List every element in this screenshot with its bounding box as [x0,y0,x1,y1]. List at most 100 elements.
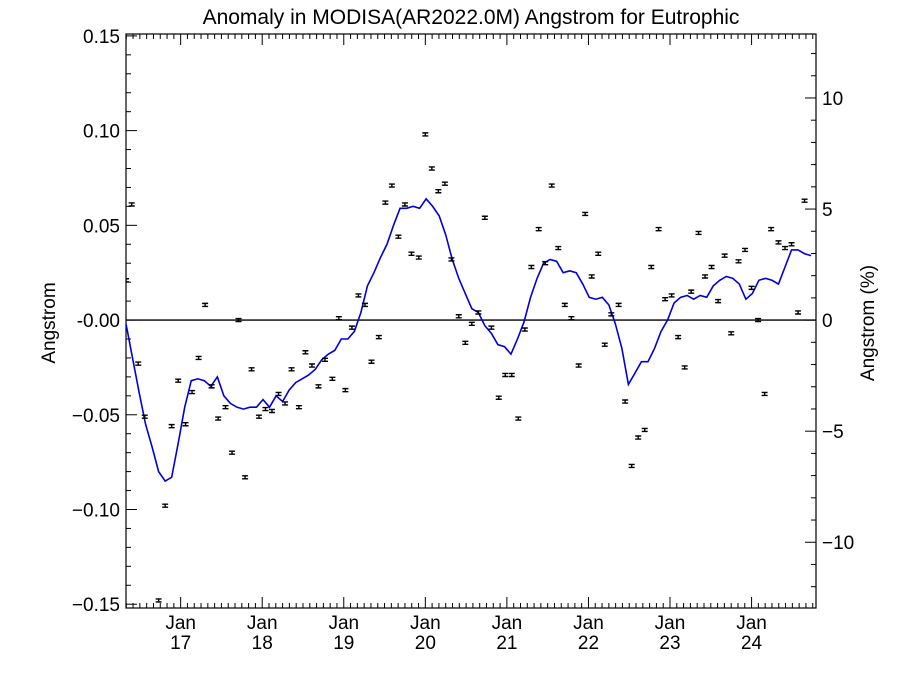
data-point [355,293,362,298]
x-tick-label-month: Jan [655,613,686,634]
data-point [535,226,542,232]
x-tick-label-month: Jan [165,613,196,634]
data-point [748,285,755,291]
data-point [128,202,135,207]
data-point [282,401,289,406]
data-point [521,327,528,332]
y2-tick-label: 0 [822,311,833,332]
data-point [435,189,442,194]
data-point [768,226,775,232]
data-point [302,350,309,355]
data-point [641,427,648,433]
data-point [588,274,595,279]
data-point [515,416,522,421]
data-point [202,302,209,308]
data-point [208,384,215,389]
data-point [582,211,589,217]
data-point [135,361,142,366]
data-point [721,253,728,258]
monthly-anomaly-points [126,132,808,603]
data-point [695,230,702,236]
data-point [229,450,236,455]
smoothed-anomaly-line [126,197,812,483]
data-point [335,315,342,321]
data-point [495,395,502,400]
x-tick-label-year: 17 [170,633,191,654]
data-point [189,389,196,395]
y-tick-label: -0.00 [77,311,120,332]
x-tick-label-year: 18 [252,633,273,654]
data-point [455,314,462,319]
data-point [361,302,368,308]
data-point [268,408,275,414]
data-point [782,245,789,251]
data-point [462,340,469,346]
data-point [126,278,129,283]
data-point [408,251,415,256]
data-point [255,414,262,419]
data-point [395,234,402,239]
data-point [595,251,602,256]
y2-tick-label: 10 [822,89,843,110]
data-point [681,365,688,370]
data-point [448,257,455,262]
data-point [481,215,488,220]
data-point [388,183,395,188]
data-point [422,132,429,137]
plot-area: −0.15 −0.10 −0.05 -0.00 0.05 0.10 0.15 −10 −5 0 5 1… [72,27,854,654]
data-point [761,391,768,397]
data-point [401,202,408,207]
data-point [175,378,182,383]
data-point [382,200,389,205]
data-point [428,166,435,171]
data-point [788,242,795,247]
data-point [568,315,575,321]
data-point [622,399,629,404]
data-point [155,598,162,603]
data-point [329,376,336,381]
data-point [468,321,475,327]
y-tick-label: 0.05 [83,216,120,237]
data-point [548,183,555,188]
data-point [668,293,675,298]
x-tick-label-year: 20 [415,633,436,654]
data-point [795,310,802,315]
data-point [528,264,535,270]
x-tick-label-month: Jan [410,613,441,634]
data-point [375,334,382,340]
data-point [755,317,762,323]
data-point [182,422,189,427]
data-point [195,355,202,361]
data-point [295,404,302,410]
y2-tick-label: −10 [822,533,854,554]
data-point [275,391,282,397]
y-tick-label: −0.15 [72,595,120,616]
data-point [702,274,709,279]
data-point [215,416,222,421]
x-tick-label-month: Jan [328,613,359,634]
y-tick-label: −0.10 [72,500,120,521]
data-point [635,435,642,440]
y-axis-label: Angstrom [39,282,60,363]
data-point [348,325,355,330]
data-point [222,404,229,410]
data-point [715,298,722,304]
data-point [342,387,349,393]
data-point [248,367,255,372]
data-point [315,384,322,389]
x-tick-label-month: Jan [573,613,604,634]
data-point [488,325,495,330]
data-point [575,363,582,368]
data-point [235,317,242,323]
data-point [615,302,622,308]
y-tick-label: −0.05 [72,406,120,427]
x-tick-label-month: Jan [736,613,767,634]
data-point [628,463,635,469]
data-point [708,264,715,270]
plot-frame [125,33,817,609]
data-point [441,181,448,186]
data-point [561,302,568,308]
data-point [601,342,608,347]
data-point [288,367,295,372]
